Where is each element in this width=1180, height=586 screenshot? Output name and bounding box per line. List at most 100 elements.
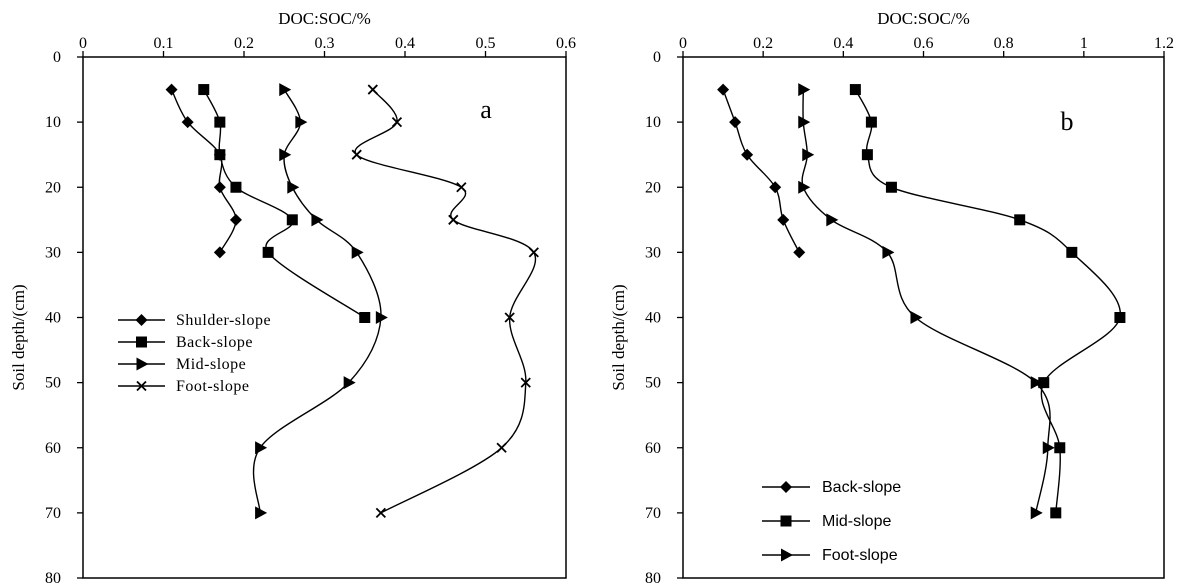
series-line: [354, 89, 537, 514]
data-point: [295, 115, 308, 129]
y-tick-label: 10: [45, 114, 61, 131]
x-tick-label: 0.8: [994, 35, 1014, 52]
panel-label: b: [1061, 107, 1074, 136]
y-tick-label: 40: [45, 310, 61, 327]
data-point-stroke-b: [448, 214, 459, 225]
x-tick-label: 0.2: [753, 35, 773, 52]
data-point: [793, 246, 806, 259]
y-tick-label: 60: [645, 440, 661, 457]
data-point: [798, 115, 811, 129]
data-point: [287, 180, 300, 194]
data-point: [496, 442, 507, 453]
data-point: [861, 149, 873, 161]
data-point: [1050, 507, 1062, 519]
series-foot-slope: [798, 83, 1055, 520]
legend-label: Foot-slope: [822, 547, 898, 564]
series-mid-slope: [252, 83, 388, 520]
plot-frame: [82, 56, 567, 579]
y-tick-label: 60: [45, 440, 61, 457]
series-line: [203, 89, 366, 319]
panel-label: a: [480, 95, 492, 124]
data-point: [181, 116, 194, 129]
legend-entry: Foot-slope: [762, 547, 898, 564]
legend-entry: Mid-slope: [762, 513, 891, 530]
legend-marker: [136, 357, 149, 371]
series-shulder-slope: [165, 83, 242, 259]
data-point: [717, 83, 730, 96]
plot-frame: [682, 56, 1165, 579]
data-point: [528, 247, 539, 258]
legend-label: Foot-slope: [176, 378, 249, 395]
data-point-stroke-b: [391, 116, 403, 128]
legend-entry: Mid-slope: [118, 356, 246, 373]
data-point: [279, 148, 292, 162]
legend-marker: [135, 314, 148, 326]
data-point: [741, 148, 754, 161]
data-point: [849, 84, 861, 96]
y-tick-label: 20: [645, 179, 661, 196]
data-point: [286, 214, 298, 226]
series-line: [252, 89, 382, 513]
x-tick-label: 0.5: [476, 35, 496, 52]
data-point-stroke-b: [456, 182, 467, 193]
data-point: [255, 506, 268, 520]
series-line: [854, 89, 1121, 513]
data-point: [798, 180, 811, 194]
y-tick-label: 80: [45, 570, 61, 586]
data-point: [885, 181, 897, 193]
x-tick-label: 0.4: [395, 35, 415, 52]
x-tick-label: 0.4: [833, 35, 853, 52]
y-tick-label: 30: [645, 244, 661, 261]
series-foot-slope: [351, 84, 539, 519]
data-point: [1042, 441, 1055, 455]
data-point: [279, 83, 292, 97]
data-point: [826, 213, 839, 227]
legend-label: Mid-slope: [176, 356, 246, 373]
data-point: [391, 116, 403, 128]
data-point: [448, 214, 459, 225]
series-line: [801, 89, 1051, 514]
data-point: [343, 376, 356, 390]
series-line: [722, 89, 800, 253]
y-axis-title: Soil depth/(cm): [609, 284, 628, 390]
x-tick-label: 0.3: [315, 35, 335, 52]
y-tick-label: 0: [653, 49, 661, 66]
data-point: [351, 149, 362, 160]
x-tick-label: 0.1: [154, 35, 174, 52]
data-point: [367, 84, 378, 95]
data-point: [230, 181, 242, 193]
x-tick-label: 0.6: [556, 35, 576, 52]
data-point: [520, 377, 531, 388]
series-back-slope: [717, 83, 806, 259]
data-point-stroke-b: [351, 149, 362, 160]
y-tick-label: 70: [645, 505, 661, 522]
data-point: [262, 246, 274, 258]
y-tick-label: 50: [645, 375, 661, 392]
data-point: [769, 181, 782, 194]
data-point-stroke-b: [496, 442, 507, 453]
data-point: [798, 83, 811, 97]
y-tick-label: 20: [45, 179, 61, 196]
data-point: [198, 84, 210, 96]
data-point: [456, 182, 467, 193]
data-point: [1066, 246, 1078, 258]
legend-marker: [780, 515, 792, 527]
x-tick-label: 0: [679, 35, 687, 52]
data-point: [729, 116, 742, 129]
y-tick-label: 10: [645, 114, 661, 131]
data-point-stroke-b: [504, 312, 515, 323]
data-point: [1038, 377, 1050, 389]
data-point: [165, 83, 178, 96]
series-line: [170, 89, 237, 253]
x-tick-label: 0.6: [914, 35, 934, 52]
data-point: [1030, 376, 1043, 390]
y-tick-label: 0: [53, 49, 61, 66]
y-tick-label: 30: [45, 244, 61, 261]
data-point: [1030, 506, 1043, 520]
data-point: [213, 181, 226, 194]
data-point: [882, 245, 895, 259]
data-point-stroke-b: [367, 84, 378, 95]
x-axis-title: DOC:SOC/%: [877, 9, 970, 28]
data-point: [351, 245, 364, 259]
